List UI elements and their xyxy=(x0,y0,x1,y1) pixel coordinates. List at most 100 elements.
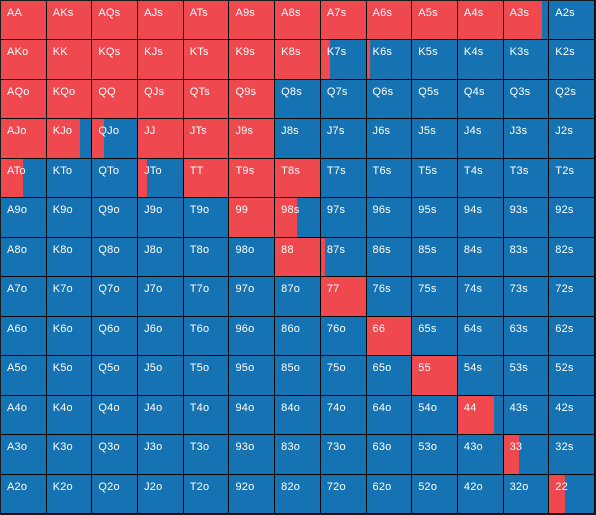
hand-cell-Q4o[interactable]: Q4o xyxy=(92,395,139,436)
hand-cell-Q6s[interactable]: Q6s xyxy=(366,79,413,120)
hand-cell-KTs[interactable]: KTs xyxy=(183,40,230,80)
hand-cell-QJs[interactable]: QJs xyxy=(138,79,184,120)
hand-cell-74s[interactable]: 74s xyxy=(457,277,504,317)
hand-cell-Q2o[interactable]: Q2o xyxy=(92,474,139,514)
hand-cell-76o[interactable]: 76o xyxy=(320,316,367,357)
hand-cell-QJo[interactable]: QJo xyxy=(92,119,139,159)
hand-cell-A6s[interactable]: A6s xyxy=(366,1,413,41)
hand-cell-63o[interactable]: 63o xyxy=(366,435,413,475)
hand-cell-98o[interactable]: 98o xyxy=(229,237,276,278)
hand-cell-52s[interactable]: 52s xyxy=(549,356,595,396)
hand-cell-53o[interactable]: 53o xyxy=(412,435,458,475)
hand-cell-J3o[interactable]: J3o xyxy=(138,435,184,475)
hand-cell-J4o[interactable]: J4o xyxy=(138,395,184,436)
hand-cell-T5s[interactable]: T5s xyxy=(412,158,458,199)
hand-cell-43o[interactable]: 43o xyxy=(457,435,504,475)
hand-cell-T3o[interactable]: T3o xyxy=(183,435,230,475)
hand-cell-93s[interactable]: 93s xyxy=(503,198,550,238)
hand-cell-A5s[interactable]: A5s xyxy=(412,1,458,41)
hand-cell-J4s[interactable]: J4s xyxy=(457,119,504,159)
hand-cell-42s[interactable]: 42s xyxy=(549,395,595,436)
hand-cell-55[interactable]: 55 xyxy=(412,356,458,396)
hand-cell-Q4s[interactable]: Q4s xyxy=(457,79,504,120)
hand-cell-KTo[interactable]: KTo xyxy=(46,158,93,199)
hand-cell-T7s[interactable]: T7s xyxy=(320,158,367,199)
hand-cell-AQo[interactable]: AQo xyxy=(1,79,47,120)
hand-cell-AJs[interactable]: AJs xyxy=(138,1,184,41)
hand-cell-Q5o[interactable]: Q5o xyxy=(92,356,139,396)
hand-cell-62s[interactable]: 62s xyxy=(549,316,595,357)
hand-cell-J2s[interactable]: J2s xyxy=(549,119,595,159)
hand-cell-97s[interactable]: 97s xyxy=(320,198,367,238)
hand-cell-95o[interactable]: 95o xyxy=(229,356,276,396)
hand-cell-66[interactable]: 66 xyxy=(366,316,413,357)
hand-cell-92o[interactable]: 92o xyxy=(229,474,276,514)
hand-cell-83s[interactable]: 83s xyxy=(503,237,550,278)
hand-cell-64s[interactable]: 64s xyxy=(457,316,504,357)
hand-cell-K7o[interactable]: K7o xyxy=(46,277,93,317)
hand-cell-A4o[interactable]: A4o xyxy=(1,395,47,436)
hand-cell-44[interactable]: 44 xyxy=(457,395,504,436)
hand-cell-A9s[interactable]: A9s xyxy=(229,1,276,41)
hand-cell-Q6o[interactable]: Q6o xyxy=(92,316,139,357)
hand-cell-J9o[interactable]: J9o xyxy=(138,198,184,238)
hand-cell-J3s[interactable]: J3s xyxy=(503,119,550,159)
hand-cell-82o[interactable]: 82o xyxy=(275,474,321,514)
hand-cell-J5o[interactable]: J5o xyxy=(138,356,184,396)
hand-cell-A3s[interactable]: A3s xyxy=(503,1,550,41)
hand-cell-63s[interactable]: 63s xyxy=(503,316,550,357)
hand-cell-K6o[interactable]: K6o xyxy=(46,316,93,357)
hand-cell-J5s[interactable]: J5s xyxy=(412,119,458,159)
hand-cell-K7s[interactable]: K7s xyxy=(320,40,367,80)
hand-cell-75s[interactable]: 75s xyxy=(412,277,458,317)
hand-cell-K6s[interactable]: K6s xyxy=(366,40,413,80)
hand-cell-72o[interactable]: 72o xyxy=(320,474,367,514)
hand-cell-ATs[interactable]: ATs xyxy=(183,1,230,41)
hand-cell-K8o[interactable]: K8o xyxy=(46,237,93,278)
hand-cell-Q7o[interactable]: Q7o xyxy=(92,277,139,317)
hand-cell-74o[interactable]: 74o xyxy=(320,395,367,436)
hand-cell-A3o[interactable]: A3o xyxy=(1,435,47,475)
hand-cell-64o[interactable]: 64o xyxy=(366,395,413,436)
hand-cell-98s[interactable]: 98s xyxy=(275,198,321,238)
hand-cell-96o[interactable]: 96o xyxy=(229,316,276,357)
hand-cell-QQ[interactable]: QQ xyxy=(92,79,139,120)
hand-cell-K3o[interactable]: K3o xyxy=(46,435,93,475)
hand-cell-Q9o[interactable]: Q9o xyxy=(92,198,139,238)
hand-cell-T6o[interactable]: T6o xyxy=(183,316,230,357)
hand-cell-A7o[interactable]: A7o xyxy=(1,277,47,317)
hand-cell-33[interactable]: 33 xyxy=(503,435,550,475)
hand-cell-Q7s[interactable]: Q7s xyxy=(320,79,367,120)
hand-cell-K3s[interactable]: K3s xyxy=(503,40,550,80)
hand-cell-T8s[interactable]: T8s xyxy=(275,158,321,199)
hand-cell-K5o[interactable]: K5o xyxy=(46,356,93,396)
hand-cell-93o[interactable]: 93o xyxy=(229,435,276,475)
hand-cell-KQo[interactable]: KQo xyxy=(46,79,93,120)
hand-cell-JTs[interactable]: JTs xyxy=(183,119,230,159)
hand-cell-A8s[interactable]: A8s xyxy=(275,1,321,41)
hand-cell-75o[interactable]: 75o xyxy=(320,356,367,396)
hand-cell-T7o[interactable]: T7o xyxy=(183,277,230,317)
hand-cell-T9o[interactable]: T9o xyxy=(183,198,230,238)
hand-cell-T4s[interactable]: T4s xyxy=(457,158,504,199)
hand-cell-86s[interactable]: 86s xyxy=(366,237,413,278)
hand-cell-K2o[interactable]: K2o xyxy=(46,474,93,514)
hand-cell-88[interactable]: 88 xyxy=(275,237,321,278)
hand-cell-85s[interactable]: 85s xyxy=(412,237,458,278)
hand-cell-AKs[interactable]: AKs xyxy=(46,1,93,41)
hand-cell-AKo[interactable]: AKo xyxy=(1,40,47,80)
hand-cell-A5o[interactable]: A5o xyxy=(1,356,47,396)
hand-cell-92s[interactable]: 92s xyxy=(549,198,595,238)
hand-cell-K4o[interactable]: K4o xyxy=(46,395,93,436)
hand-cell-22[interactable]: 22 xyxy=(549,474,595,514)
hand-cell-J7s[interactable]: J7s xyxy=(320,119,367,159)
hand-cell-A7s[interactable]: A7s xyxy=(320,1,367,41)
hand-cell-Q9s[interactable]: Q9s xyxy=(229,79,276,120)
hand-cell-J8s[interactable]: J8s xyxy=(275,119,321,159)
hand-cell-KJo[interactable]: KJo xyxy=(46,119,93,159)
hand-cell-Q8s[interactable]: Q8s xyxy=(275,79,321,120)
hand-cell-97o[interactable]: 97o xyxy=(229,277,276,317)
hand-cell-53s[interactable]: 53s xyxy=(503,356,550,396)
hand-cell-JTo[interactable]: JTo xyxy=(138,158,184,199)
hand-cell-99[interactable]: 99 xyxy=(229,198,276,238)
